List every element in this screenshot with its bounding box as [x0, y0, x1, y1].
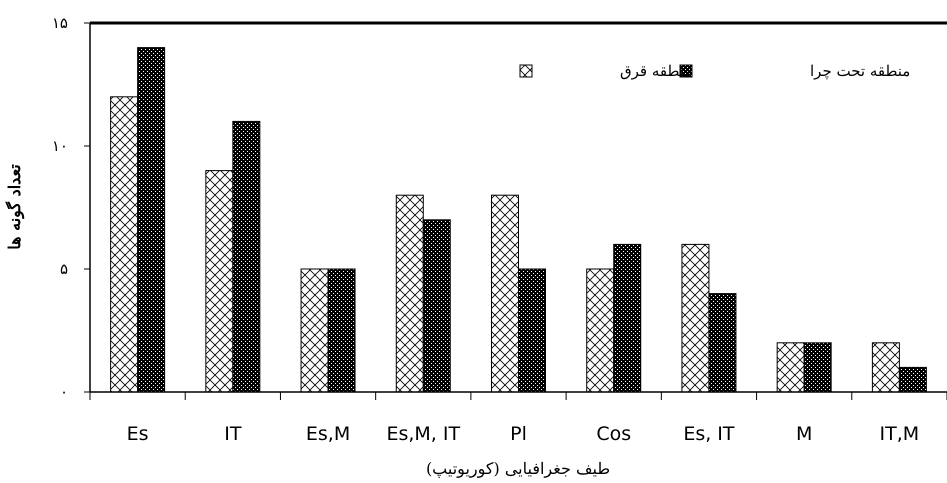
- bar-grazed-1: [232, 120, 261, 393]
- bar-exclosure-7: [776, 342, 805, 393]
- x-tick-label-4: Pl: [510, 423, 527, 445]
- legend: منطقه تحت چرا منطقه قرق: [519, 62, 910, 80]
- legend-swatch-exclosure: [519, 64, 533, 78]
- bar-grazed-8: [898, 366, 927, 393]
- bar-grazed-0: [137, 47, 166, 393]
- legend-label-grazed: منطقه تحت چرا: [810, 62, 910, 80]
- y-axis-title: تعداد گونه ها: [5, 164, 25, 250]
- y-tick-label-0: ۰: [60, 383, 68, 401]
- bar-grazed-2: [327, 268, 356, 393]
- x-tick-label-0: Es: [127, 423, 149, 445]
- x-ticks-group: Es IT Es,M Es,M, IT Pl Cos Es, IT M IT,M: [89, 392, 947, 445]
- bar-exclosure-8: [871, 342, 900, 393]
- bar-exclosure-2: [300, 268, 329, 393]
- bar-exclosure-3: [395, 194, 424, 393]
- bar-grazed-7: [803, 342, 832, 393]
- x-tick-label-1: IT: [224, 423, 242, 445]
- bar-exclosure-6: [681, 243, 710, 393]
- bar-exclosure-5: [586, 268, 615, 393]
- bar-grazed-6: [708, 293, 737, 393]
- bar-grazed-3: [422, 219, 451, 393]
- legend-label-exclosure: منطقه قرق: [620, 62, 692, 80]
- legend-swatch-grazed: [679, 64, 693, 78]
- x-tick-label-6: Es, IT: [683, 423, 735, 445]
- bar-exclosure-4: [491, 194, 519, 393]
- x-axis-title: طیف جغرافیایی (کوریوتیپ): [426, 459, 610, 478]
- bar-grazed-4: [518, 268, 546, 393]
- y-tick-label-2: ۱۰: [52, 137, 68, 155]
- x-tick-label-5: Cos: [596, 423, 631, 445]
- bar-exclosure-0: [110, 96, 139, 393]
- y-tick-label-3: ۱۵: [52, 14, 68, 32]
- bar-grazed-5: [613, 243, 642, 393]
- x-tick-label-8: IT,M: [880, 423, 920, 445]
- y-tick-label-1: ۵: [60, 260, 68, 278]
- bar-exclosure-1: [205, 170, 234, 393]
- x-tick-label-7: M: [796, 423, 812, 445]
- y-ticks-group: ۰ ۵ ۱۰ ۱۵: [52, 14, 90, 401]
- bars-group: [110, 47, 927, 393]
- x-tick-label-3: Es,M, IT: [386, 423, 460, 445]
- x-tick-label-2: Es,M: [306, 423, 350, 445]
